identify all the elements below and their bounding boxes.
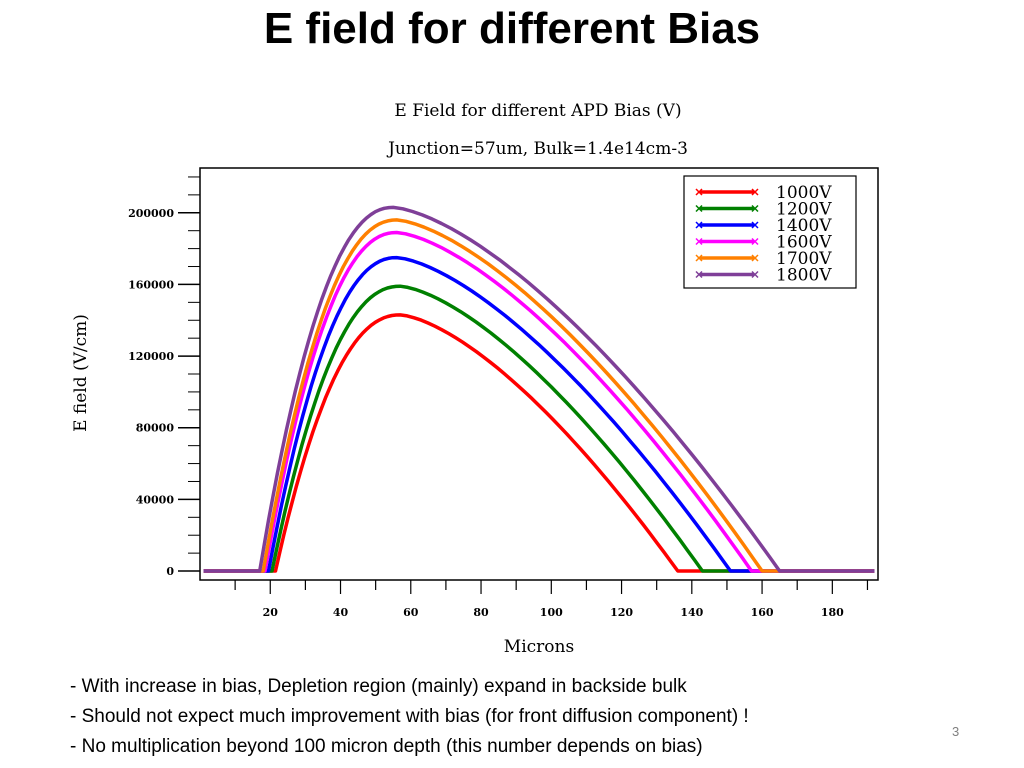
y-tick-label: 200000 bbox=[128, 207, 174, 220]
y-axis-ticks: 0 40000 80000 120000 160000 200000 bbox=[128, 207, 200, 578]
y-tick-label: 160000 bbox=[128, 278, 174, 291]
x-tick-label: 100 bbox=[540, 606, 563, 619]
slide-title: E field for different Bias bbox=[0, 4, 1024, 54]
bullet-item: - With increase in bias, Depletion regio… bbox=[70, 672, 749, 702]
legend-label: 1800V bbox=[776, 266, 832, 286]
x-tick-label: 60 bbox=[403, 606, 419, 619]
chart-title: E Field for different APD Bias (V) bbox=[394, 101, 681, 121]
legend: 1000V1200V1400V1600V1700V1800V bbox=[684, 176, 856, 288]
x-tick-label: 180 bbox=[821, 606, 844, 619]
x-tick-label: 120 bbox=[610, 606, 633, 619]
y-axis-minor-ticks bbox=[188, 177, 200, 553]
x-tick-label: 160 bbox=[751, 606, 774, 619]
bullet-item: - Should not expect much improvement wit… bbox=[70, 702, 749, 732]
e-field-chart: E Field for different APD Bias (V) Junct… bbox=[60, 88, 900, 668]
x-tick-label: 40 bbox=[333, 606, 349, 619]
y-tick-label: 120000 bbox=[128, 350, 174, 363]
x-tick-label: 80 bbox=[473, 606, 489, 619]
x-tick-label: 20 bbox=[263, 606, 279, 619]
x-axis-label: Microns bbox=[504, 637, 574, 657]
chart-subtitle: Junction=57um, Bulk=1.4e14cm-3 bbox=[386, 139, 688, 159]
y-tick-label: 40000 bbox=[136, 493, 175, 506]
y-tick-label: 80000 bbox=[136, 422, 175, 435]
y-axis-label: E field (V/cm) bbox=[71, 314, 91, 432]
series-line-1200V bbox=[204, 286, 875, 571]
bullet-item: - No multiplication beyond 100 micron de… bbox=[70, 732, 749, 762]
x-axis-ticks: 20 40 60 80 100 120 140 160 180 bbox=[235, 580, 867, 619]
page-number: 3 bbox=[952, 724, 959, 739]
x-tick-label: 140 bbox=[680, 606, 703, 619]
y-tick-label: 0 bbox=[166, 565, 174, 578]
bullet-list: - With increase in bias, Depletion regio… bbox=[70, 672, 749, 762]
